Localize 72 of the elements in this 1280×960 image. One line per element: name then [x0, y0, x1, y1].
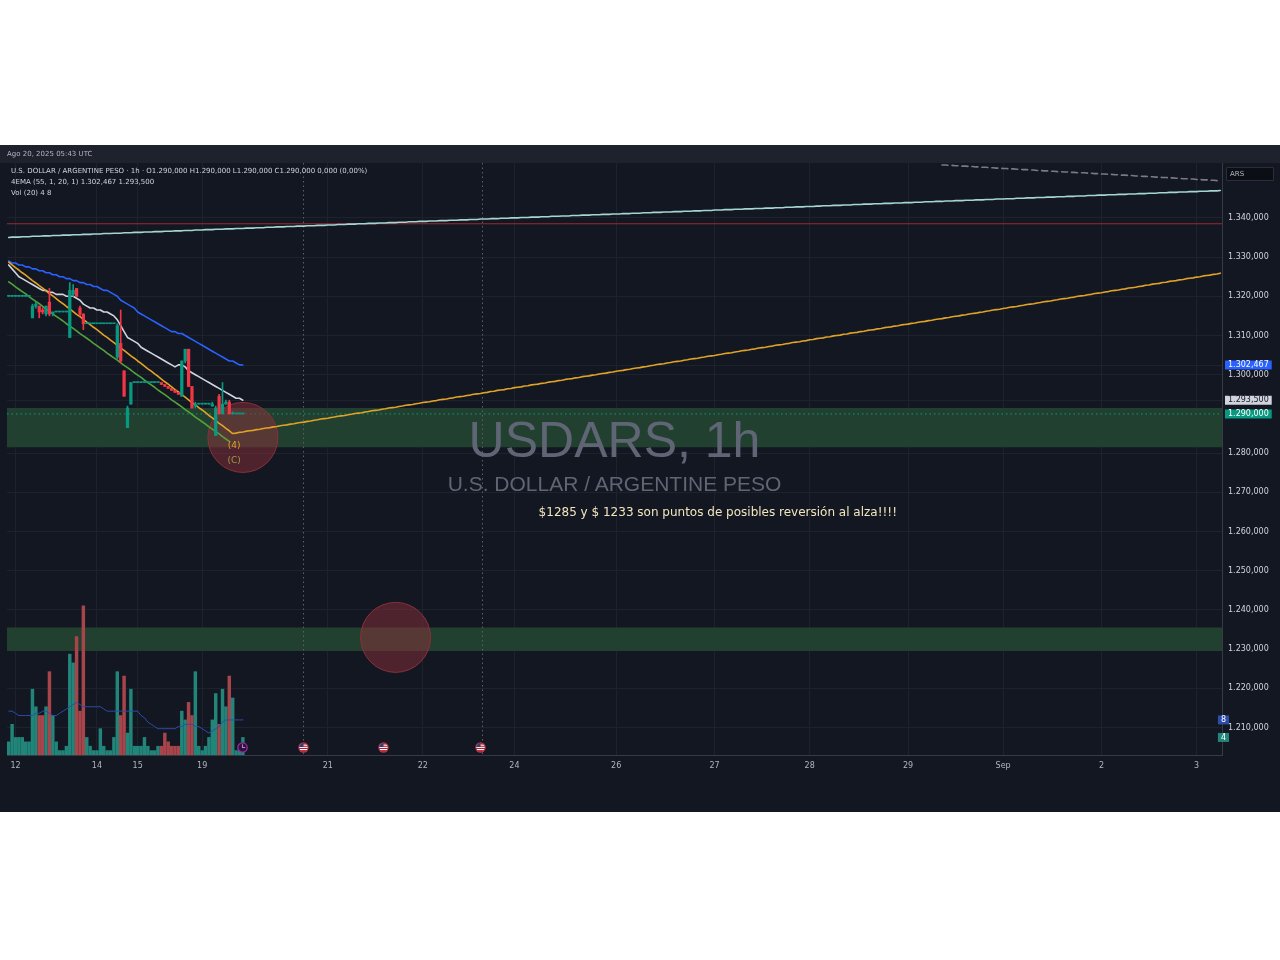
bar [44, 706, 48, 755]
candlestick [27, 294, 31, 297]
y-tick-label: 1.260,000 [1228, 526, 1269, 536]
x-tick-label: 19 [197, 760, 208, 770]
candlestick [173, 390, 177, 393]
x-tick-label: 22 [417, 760, 428, 770]
candlestick [85, 322, 89, 325]
y-tick-label: 1.293,500 [1228, 395, 1269, 405]
y-tick-label: 1.330,000 [1228, 252, 1269, 262]
candlestick [163, 384, 167, 387]
bar [163, 732, 167, 755]
annotation: (4) [227, 440, 241, 451]
y-tick-label: 1.300,000 [1228, 369, 1269, 379]
candlestick [7, 294, 11, 297]
bar [149, 750, 153, 755]
y-tick-label: 1.240,000 [1228, 605, 1269, 615]
y2-tick-label: 8 [1220, 715, 1226, 724]
y2-tick-label: 4 [1220, 732, 1226, 742]
x-tick-label: 24 [509, 760, 520, 770]
x-tick-label: 26 [611, 760, 622, 770]
y-tick-label: 1.340,000 [1228, 212, 1269, 222]
y-tick-label: 1.220,000 [1228, 683, 1269, 693]
candlestick [102, 322, 106, 325]
x-tick-label: 21 [322, 760, 333, 770]
y-tick-label: 1.302,467 [1228, 360, 1269, 370]
y-tick-label: 1.290,000 [1228, 408, 1269, 418]
x-tick-label: 27 [709, 760, 720, 770]
annotation: $1285 y $ 1233 son puntos de posibles reversión al alza!!!! [538, 505, 897, 519]
x-tick-label: Sep [995, 760, 1011, 770]
text: USDARS, 1h [468, 411, 761, 468]
y-tick-label: 1.280,000 [1228, 448, 1269, 458]
candlestick [20, 294, 24, 297]
text: U.S. DOLLAR / ARGENTINE PESO [447, 471, 782, 495]
candlestick [10, 294, 14, 297]
x-tick-label: 28 [804, 760, 815, 770]
candlestick [129, 382, 133, 405]
bar [91, 750, 96, 755]
candlestick [122, 370, 126, 397]
candlestick [95, 322, 99, 325]
x-tick-label: 12 [10, 760, 21, 770]
bar [122, 675, 126, 755]
bar [152, 750, 157, 755]
y-tick-label: 1.270,000 [1228, 487, 1269, 497]
candlestick [105, 322, 109, 325]
y-tick-label: 1.210,000 [1228, 722, 1269, 732]
annotation: (C) [227, 454, 241, 465]
candlestick [91, 322, 96, 325]
y-tick-label: 1.310,000 [1228, 330, 1269, 340]
x-tick-label: 15 [132, 760, 143, 770]
bar [217, 723, 221, 755]
x-tick-label: 2 [1098, 760, 1105, 770]
candlestick [166, 386, 170, 389]
candlestick [98, 322, 102, 325]
y-tick-label: 1.230,000 [1228, 644, 1269, 654]
bar [156, 745, 160, 755]
x-tick-label: 14 [91, 760, 103, 770]
candlestick [108, 322, 113, 325]
candlestick [17, 294, 21, 297]
bar [51, 715, 55, 755]
x-tick-label: 29 [902, 760, 914, 770]
x-tick-label: 3 [1194, 760, 1200, 770]
candlestick [13, 294, 18, 297]
bar [180, 710, 184, 755]
bar [200, 750, 204, 755]
bar [61, 750, 65, 755]
y-tick-label: 1.320,000 [1228, 291, 1269, 301]
candlestick [24, 294, 28, 297]
candlestick [88, 322, 92, 325]
y-tick-label: 1.250,000 [1228, 565, 1269, 575]
bar [129, 688, 133, 755]
bar [105, 750, 109, 755]
bar [10, 723, 14, 755]
